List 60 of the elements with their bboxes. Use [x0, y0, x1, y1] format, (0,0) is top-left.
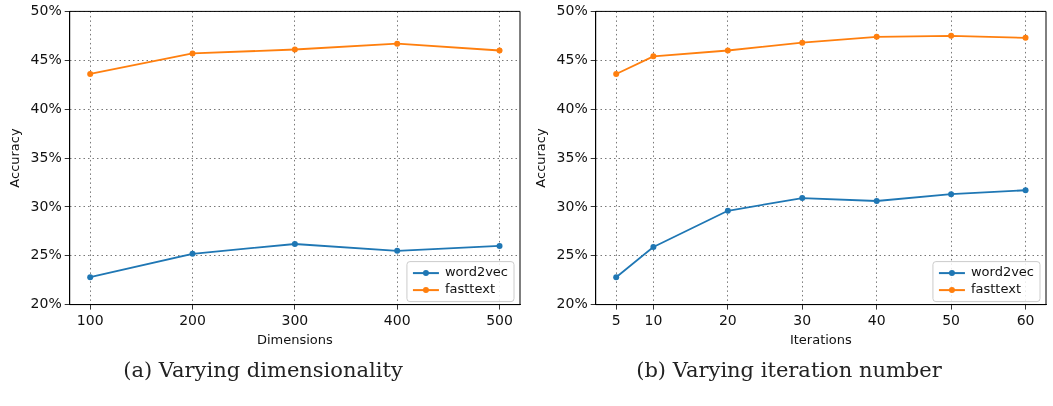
x-tick-label: 400	[383, 311, 411, 328]
text: (b) Varying iteration number	[636, 358, 942, 382]
point	[948, 191, 955, 198]
x-tick-label: 20	[718, 311, 737, 328]
x-tick-label: 5	[611, 311, 621, 328]
point	[87, 70, 94, 77]
point	[1022, 187, 1029, 194]
point	[496, 47, 503, 54]
text: (a) Varying dimensionality	[123, 358, 403, 382]
point	[189, 250, 196, 257]
point	[650, 243, 657, 250]
x-axis-title: Dimensions	[256, 331, 334, 347]
legend-label: word2vec	[970, 264, 1035, 280]
x-tick-label: 60	[1016, 311, 1035, 328]
x-axis-title: Iterations	[789, 331, 853, 347]
y-tick-label: 50%	[30, 2, 62, 19]
point	[613, 70, 620, 77]
y-tick-label: 50%	[556, 2, 588, 19]
y-tick-label: 20%	[30, 295, 62, 312]
y-tick-label: 40%	[556, 99, 588, 116]
x-tick-label: 30	[793, 311, 812, 328]
y-tick-label: 45%	[30, 50, 62, 67]
y-tick-label: 45%	[556, 50, 588, 67]
y-tick-label: 35%	[30, 148, 62, 165]
point	[291, 241, 298, 248]
y-tick-label: 30%	[556, 197, 588, 214]
point	[799, 39, 806, 46]
y-axis-title: Accuracy	[533, 128, 549, 188]
x-tick-label: 300	[281, 311, 309, 328]
x-tick-label: 10	[644, 311, 663, 328]
legend-label: fasttext	[444, 281, 496, 297]
point	[291, 46, 298, 53]
y-tick-label: 20%	[556, 295, 588, 312]
point	[87, 274, 94, 281]
point	[189, 50, 196, 57]
point	[1022, 34, 1029, 41]
point	[724, 47, 731, 54]
legend-label: word2vec	[444, 264, 509, 280]
y-tick-label: 35%	[556, 148, 588, 165]
point	[724, 207, 731, 214]
point	[799, 195, 806, 202]
point	[873, 33, 880, 40]
y-tick-label: 25%	[556, 246, 588, 263]
x-tick-label: 40	[867, 311, 886, 328]
point	[948, 32, 955, 39]
point	[650, 53, 657, 60]
point	[394, 40, 401, 47]
y-tick-label: 40%	[30, 99, 62, 116]
point	[496, 242, 503, 249]
point	[613, 274, 620, 281]
point	[873, 198, 880, 204]
y-axis-title: Accuracy	[7, 128, 23, 188]
legend-label: fasttext	[970, 281, 1022, 297]
x-tick-label: 50	[942, 311, 961, 328]
y-tick-label: 25%	[30, 246, 62, 263]
x-tick-label: 200	[179, 311, 206, 328]
y-tick-label: 30%	[30, 197, 62, 214]
point	[394, 247, 401, 254]
x-tick-label: 500	[486, 311, 513, 328]
x-tick-label: 100	[76, 311, 104, 328]
